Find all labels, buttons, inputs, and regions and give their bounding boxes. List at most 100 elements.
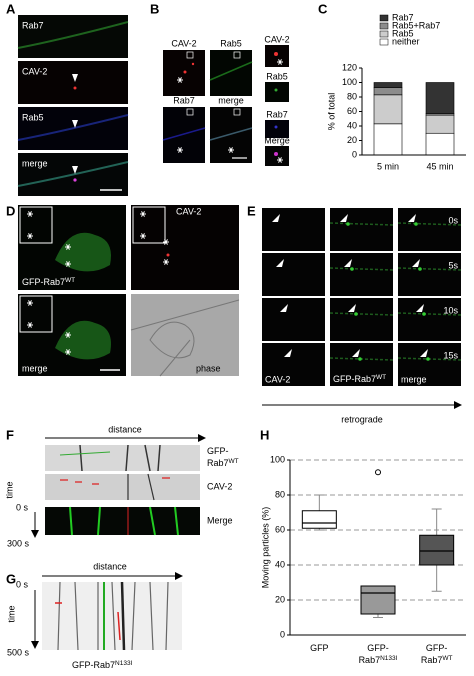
asterisk [277, 157, 283, 163]
x-tick-label: GFP- [426, 643, 448, 653]
particle [350, 267, 354, 271]
axis-label: 300 s [7, 538, 30, 548]
y-tick-label: 80 [347, 91, 357, 101]
legend-swatch [379, 38, 389, 46]
x-tick-label: Rab7WT [421, 655, 453, 666]
x-tick-label-part: GFP- [426, 643, 448, 653]
legend-swatch [379, 22, 389, 30]
outlier [375, 469, 381, 476]
x-tick-label-part: GFP- [367, 643, 389, 653]
image [262, 298, 325, 341]
bar-segment [373, 82, 403, 88]
bar-segment [425, 132, 455, 156]
axon [397, 312, 462, 316]
bar-segment [425, 114, 455, 134]
asterisk [277, 59, 283, 65]
axis-label: 0 s [16, 579, 29, 589]
image [262, 208, 325, 251]
time-label: 15s [443, 350, 458, 360]
x-tick-label-part: GFP [310, 643, 329, 653]
asterisk [27, 211, 33, 217]
image-label-part: GFP-Rab7 [22, 277, 65, 287]
legend-label: neither [392, 36, 420, 46]
particle [346, 222, 350, 226]
arrowhead [276, 259, 284, 267]
bar-segment [373, 94, 403, 125]
image-label: phase [196, 363, 221, 373]
inset-label: CAV-2 [264, 34, 289, 44]
panel-a-images [17, 15, 129, 196]
box [419, 534, 455, 566]
row-label-part: GFP- [207, 446, 229, 456]
image [262, 253, 325, 296]
x-tick-label: 45 min [426, 161, 453, 171]
image [330, 298, 393, 341]
channel-label: Rab5 [220, 38, 242, 48]
arrowhead [352, 349, 360, 357]
arrowhead [416, 304, 424, 312]
panel-e-images [262, 208, 462, 386]
y-tick-label: 100 [342, 77, 357, 87]
image-label: GFP-Rab7WT [333, 374, 386, 385]
legend-swatch [379, 14, 389, 22]
legend-label: Rab5+Rab7 [392, 20, 440, 30]
asterisk [163, 239, 169, 245]
channel-label: merge [22, 158, 48, 168]
inset-label: Rab7 [266, 109, 288, 119]
kymographs [42, 444, 200, 651]
channel-label: Rab7 [173, 95, 195, 105]
arrowhead [344, 259, 352, 267]
image-label-part: WT [376, 374, 386, 381]
y-tick-label: 100 [270, 454, 285, 464]
time-label: 5s [448, 260, 458, 270]
axon [397, 222, 462, 226]
legend-label: Rab5 [392, 28, 414, 38]
image-label: GFP-Rab7WT [22, 277, 75, 288]
x-tick-label: Rab7N133I [359, 655, 398, 666]
arrowhead [284, 349, 292, 357]
arrowhead [272, 214, 280, 222]
x-tick-label: 5 min [377, 161, 399, 171]
image [398, 298, 461, 341]
particle [358, 357, 362, 361]
arrowhead [408, 214, 416, 222]
channel-label: Rab7 [22, 20, 44, 30]
y-tick-label: 20 [275, 594, 285, 604]
particle [418, 267, 422, 271]
asterisk [140, 233, 146, 239]
panel-label: E [247, 203, 256, 218]
y-tick-label: 40 [275, 559, 285, 569]
axis-title: distance [108, 424, 142, 434]
panel-d-images [18, 205, 240, 377]
image [398, 343, 461, 386]
y-tick-label: 60 [275, 524, 285, 534]
asterisk [65, 332, 71, 338]
axon [329, 312, 394, 316]
y-tick-label: 0 [352, 149, 357, 159]
asterisk [65, 244, 71, 250]
image [330, 343, 393, 386]
image [262, 343, 325, 386]
bar-segment [425, 82, 455, 114]
x-tick-label: GFP- [367, 643, 389, 653]
time-label: 0s [448, 215, 458, 225]
image-label-part: GFP-Rab7 [333, 374, 376, 384]
asterisk [65, 261, 71, 267]
image [398, 208, 461, 251]
asterisk [65, 349, 71, 355]
asterisk [163, 259, 169, 265]
y-axis-title: % of total [326, 93, 336, 131]
particle [414, 222, 418, 226]
axis-title: time [4, 481, 14, 498]
image-label: CAV-2 [176, 206, 201, 216]
arrowhead [340, 214, 348, 222]
y-tick-label: 40 [347, 120, 357, 130]
row-label-part: WT [229, 458, 239, 465]
axis-label: 500 s [7, 647, 30, 657]
axis-title: distance [93, 561, 127, 571]
panel-label: D [6, 203, 15, 218]
y-axis-title: Moving particles (%) [260, 507, 270, 589]
y-tick-label: 60 [347, 106, 357, 116]
asterisk [177, 147, 183, 153]
panel-label: A [6, 1, 16, 16]
